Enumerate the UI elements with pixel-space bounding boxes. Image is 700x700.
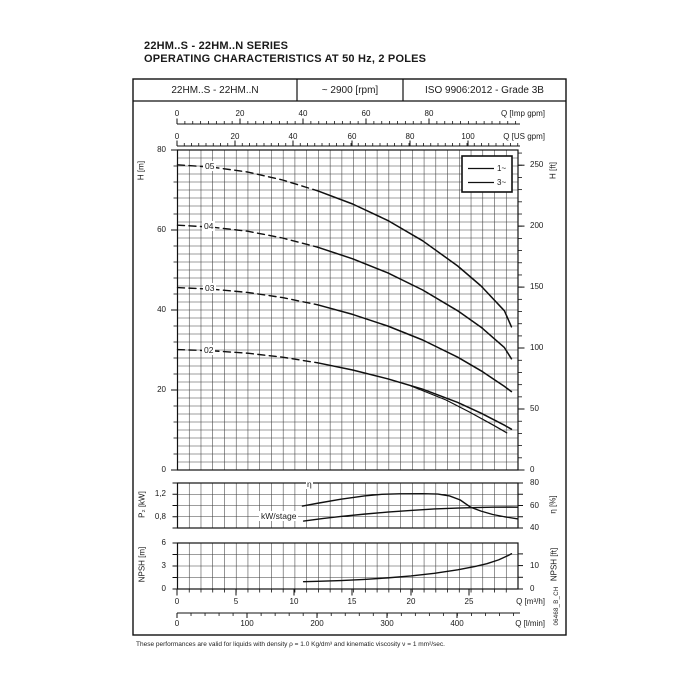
m3h-tick-label: 20	[406, 597, 416, 606]
m3h-tick-label: 10	[289, 597, 299, 606]
imp-gpm-tick-label: 80	[424, 109, 434, 118]
head-ft-tick-label: 0	[530, 465, 535, 474]
kw-per-stage-curve	[302, 506, 518, 522]
curve-label-02: 02	[202, 345, 216, 355]
head-curve-solid-03	[316, 304, 513, 393]
axis-label-m3h: Q [m³/h]	[516, 597, 545, 606]
curve-label-03: 03	[203, 283, 217, 293]
us-gpm-tick-label: 100	[461, 132, 475, 141]
imp-gpm-tick-label: 60	[361, 109, 371, 118]
power-tick-label: 1,2	[154, 489, 166, 498]
curve-label-04: 04	[202, 221, 216, 231]
axis-label-head-ft: H [ft]	[548, 162, 558, 179]
npsh-m-tick-label: 3	[161, 561, 166, 570]
us-gpm-tick-label: 60	[347, 132, 357, 141]
us-gpm-tick-label: 20	[230, 132, 240, 141]
head-ft-tick-label: 100	[530, 343, 544, 352]
head-m-tick-label: 80	[157, 145, 166, 154]
npsh-ft-tick-label: 10	[530, 560, 539, 570]
head-m-tick-label: 40	[157, 305, 166, 314]
figure-border	[132, 78, 567, 636]
head-m-tick-label: 20	[157, 385, 166, 394]
axis-label-lmin: Q [l/min]	[515, 619, 545, 628]
head-ft-tick-label: 250	[530, 160, 544, 170]
series-title: 22HM..S - 22HM..N SERIES	[144, 40, 289, 52]
npsh-ft-tick-label: 0	[530, 584, 535, 593]
curve-label-kw-stage: kW/stage	[259, 511, 299, 521]
header-model-cell: 22HM..S - 22HM..N	[171, 84, 259, 96]
axis-label-us-gpm: Q [US gpm]	[503, 132, 545, 141]
head-curve-dashed-02	[176, 348, 319, 364]
power-tick-label: 0,8	[154, 512, 166, 521]
us-gpm-tick-label: 0	[174, 132, 180, 141]
head-ft-tick-label: 150	[530, 282, 544, 292]
head-ft-tick-label: 200	[530, 221, 544, 231]
imp-gpm-tick-label: 0	[174, 109, 180, 118]
footnote: These performances are valid for liquids…	[136, 641, 445, 648]
m3h-tick-label: 0	[174, 597, 180, 606]
axis-label-power: P₂ [kW]	[137, 491, 147, 518]
eta-tick-label: 40	[530, 523, 539, 532]
eta-tick-label: 80	[530, 478, 539, 487]
efficiency-curve	[301, 492, 518, 520]
m3h-tick-label: 25	[464, 597, 474, 606]
head-curve-dashed-05	[176, 164, 319, 192]
lmin-tick-label: 100	[240, 619, 254, 628]
lmin-tick-label: 400	[450, 619, 464, 628]
head-m-tick-label: 60	[157, 225, 166, 234]
curve-label-eta: η	[306, 479, 313, 489]
legend-box	[461, 155, 513, 193]
npsh-m-tick-label: 0	[161, 584, 166, 593]
npsh-m-tick-label: 6	[161, 538, 166, 547]
head-curve-solid-02	[316, 362, 513, 430]
imp-gpm-tick-label: 40	[298, 109, 308, 118]
lmin-tick-label: 0	[174, 619, 180, 628]
imp-gpm-tick-label: 20	[235, 109, 245, 118]
head-curve-dashed-03	[176, 286, 319, 306]
m3h-tick-label: 5	[233, 597, 239, 606]
lmin-tick-label: 200	[310, 619, 324, 628]
npsh-curve	[302, 553, 513, 583]
eta-tick-label: 60	[530, 500, 539, 510]
head-curve-solid-04	[316, 246, 513, 360]
head-curve-dashed-04	[176, 224, 319, 248]
lmin-tick-label: 300	[380, 619, 394, 628]
header-speed-cell: ~ 2900 [rpm]	[321, 84, 379, 96]
axis-label-imp-gpm: Q [Imp gpm]	[500, 109, 545, 118]
legend-item-three-phase: 3~	[497, 178, 507, 187]
curve-label-05: 05	[203, 161, 217, 171]
legend-item-single-phase: 1~	[497, 164, 507, 173]
head-curve-solid-05	[316, 190, 513, 328]
us-gpm-tick-label: 40	[288, 132, 298, 141]
us-gpm-tick-label: 80	[405, 132, 415, 141]
head-ft-tick-label: 50	[530, 404, 539, 413]
header-standard-cell: ISO 9906:2012 - Grade 3B	[425, 84, 544, 96]
m3h-tick-label: 15	[347, 597, 357, 606]
head-m-tick-label: 0	[161, 465, 166, 474]
head-curve-02-1ph-tail	[410, 385, 508, 434]
page-title: OPERATING CHARACTERISTICS AT 50 Hz, 2 PO…	[144, 53, 427, 65]
